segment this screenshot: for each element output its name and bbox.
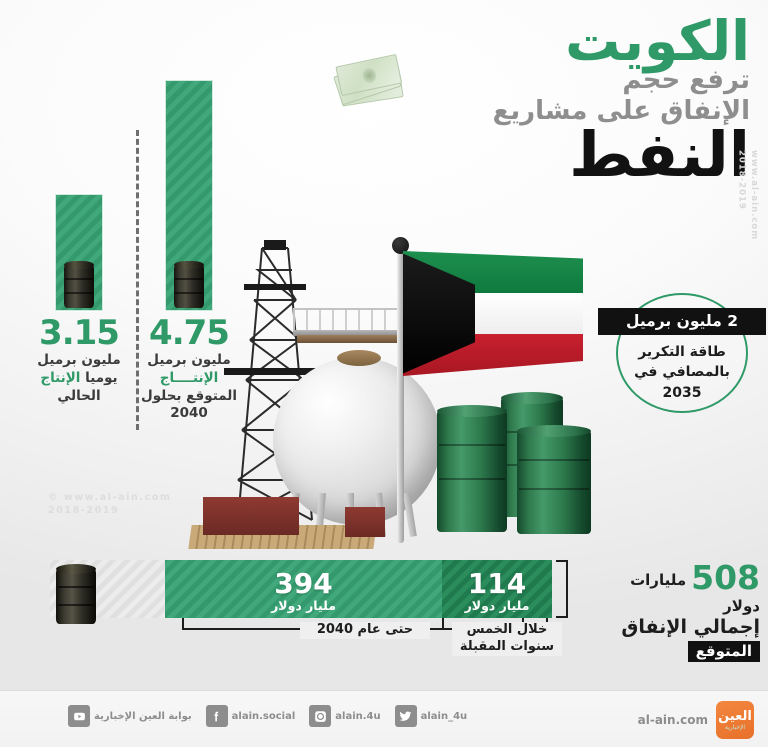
bracket-label-five-years: خلال الخمس سنوات المقبلة: [452, 622, 562, 656]
spherical-storage-tank: [273, 357, 441, 525]
total-spending-block: 508مليارات دولار إجمالي الإنفاق المتوقع: [600, 558, 760, 662]
caption-line3: المتوقع بحلول: [141, 387, 237, 404]
title-subline-1: ترفع حجم: [622, 65, 750, 95]
caption-line2: يوميا الإنتاج: [20, 370, 138, 388]
facebook-handle: alain.social: [231, 710, 296, 722]
logo-main-text: العين: [718, 708, 752, 724]
caption-line3: الحالي: [57, 387, 101, 404]
bracket-label-until-2040: حتى عام 2040: [300, 622, 430, 639]
segment-value: 114: [467, 567, 527, 600]
al-ain-logo: العين الإخبارية: [716, 701, 754, 739]
oil-barrel-icon: [174, 261, 204, 308]
caption-line2-plain: يوميا: [80, 369, 118, 386]
segment-next-five-years: 114 مليار دولار: [442, 560, 552, 618]
caption-current-production: مليون برميل يوميا الإنتاج الحالي: [20, 352, 138, 405]
total-label: إجمالي الإنفاق: [621, 616, 760, 638]
refining-capacity-badge: 2 مليون برميل طاقة التكرير بالمصافي في 2…: [598, 293, 766, 413]
tank-top-cap: [337, 350, 381, 366]
watermark-main: © www.al-ain.com 2018-2019: [48, 492, 172, 516]
derrick-red-base: [203, 497, 299, 535]
segment-unit: مليار دولار: [271, 598, 336, 613]
value-expected-production: 4.75: [149, 313, 230, 353]
badge-year: 2035: [662, 384, 702, 401]
caption-line2-highlight: الإنتاج: [40, 369, 81, 386]
footer: alain_4u alain.4u alain.social بوابة الع…: [0, 690, 768, 747]
logo-sub-text: الإخبارية: [724, 723, 746, 731]
twitter-handle: alain_4u: [420, 710, 468, 722]
badge-body: طاقة التكرير بالمصافي في 2035: [622, 342, 742, 403]
site-url: al-ain.com: [637, 713, 708, 727]
chart-divider: [136, 130, 139, 430]
caption-expected-production: مليون برميل الإنتــــاج المتوقع بحلول 20…: [130, 352, 248, 423]
social-youtube[interactable]: بوابة العين الإخبارية: [68, 705, 192, 727]
segment-until-2040: 394 مليار دولار: [165, 560, 442, 618]
caption-line4: 2040: [170, 405, 208, 422]
badge-body-line2: بالمصافي في: [634, 364, 730, 381]
title-kuwait: الكويت: [565, 9, 750, 73]
flag-pole-finial: [392, 237, 409, 254]
instagram-icon: [309, 705, 332, 727]
oil-barrel-icon: [56, 564, 96, 624]
title-oil: النفط: [569, 118, 750, 192]
total-line1: 508مليارات دولار: [600, 558, 760, 615]
total-bracket: [556, 560, 568, 618]
caption-line2-highlight: الإنتــــاج: [159, 369, 219, 386]
youtube-icon: [68, 705, 90, 727]
social-links: alain_4u alain.4u alain.social بوابة الع…: [68, 705, 481, 727]
youtube-handle: بوابة العين الإخبارية: [94, 710, 192, 722]
footer-brand[interactable]: al-ain.com العين الإخبارية: [638, 701, 754, 739]
platform-floor: [297, 335, 431, 343]
badge-body-line1: طاقة التكرير: [638, 344, 726, 360]
spending-bar-chart: 394 مليار دولار 114 مليار دولار حتى عام …: [0, 558, 768, 670]
total-unit: مليارات دولار: [630, 571, 760, 615]
page-title: الكويت ترفع حجم الإنفاق على مشاريع النفط: [330, 14, 750, 186]
twitter-icon: [394, 705, 417, 727]
instagram-handle: alain.4u: [335, 710, 381, 722]
platform-beam: [293, 330, 433, 336]
green-oil-drum: [437, 405, 507, 532]
red-equipment-box: [345, 507, 385, 537]
caption-line1: مليون برميل: [147, 352, 231, 368]
facebook-icon: [205, 705, 228, 727]
total-tag: المتوقع: [687, 641, 760, 662]
oil-barrel-icon: [64, 261, 94, 308]
watermark-vertical: www.al-ain.com 2018-2019: [736, 150, 759, 241]
title-subline-2: الإنفاق على مشاريع: [492, 95, 750, 126]
value-current-production: 3.15: [39, 313, 120, 353]
flag-pole: [397, 243, 404, 543]
oil-industry-illustration: [185, 225, 605, 555]
green-oil-drum: [517, 425, 591, 534]
segment-unit: مليار دولار: [464, 598, 530, 613]
social-facebook[interactable]: alain.social: [205, 705, 296, 727]
social-twitter[interactable]: alain_4u: [394, 705, 468, 727]
total-number: 508: [691, 558, 760, 597]
badge-headline: 2 مليون برميل: [598, 308, 766, 335]
segment-value: 394: [274, 567, 333, 600]
production-chart: 3.15 4.75 مليون برميل يوميا الإنتاج الحا…: [0, 0, 260, 470]
kuwait-flag-icon: [403, 251, 583, 376]
caption-line1: مليون برميل: [37, 352, 121, 368]
social-instagram[interactable]: alain.4u: [309, 705, 381, 727]
